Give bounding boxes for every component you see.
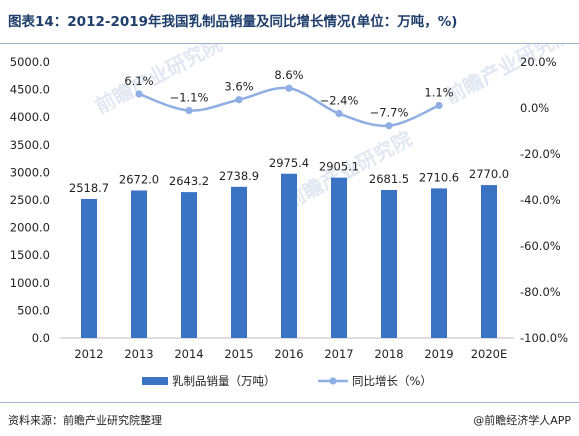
right-axis-tick: -60.0% <box>520 239 561 253</box>
growth-value-label: −1.1% <box>170 91 209 105</box>
x-axis-tick: 2018 <box>374 347 403 361</box>
bar-value-label: 2681.5 <box>369 172 409 186</box>
growth-value-label: 8.6% <box>274 68 303 82</box>
bar-value-label: 2738.9 <box>219 169 259 183</box>
bar-series <box>81 173 497 338</box>
left-axis-tick: 1000.0 <box>10 276 50 290</box>
growth-marker <box>185 106 193 115</box>
left-axis-tick: 0.0 <box>32 331 50 345</box>
legend-line-marker <box>329 377 337 385</box>
legend-line-label: 同比增长（%） <box>352 374 432 388</box>
bar <box>231 186 247 338</box>
x-axis-tick: 2016 <box>274 347 303 361</box>
growth-value-label: 3.6% <box>224 80 253 94</box>
bar-labels: 2518.7 2672.0 2643.2 2738.9 2975.4 2905.1 2681… <box>69 156 509 195</box>
x-axis-tick: 2020E <box>471 347 508 361</box>
bar-value-label: 2770.0 <box>469 167 509 181</box>
footer: 资料来源：前瞻产业研究院整理 @前瞻经济学人APP <box>0 402 579 436</box>
left-axis-tick: 3500.0 <box>10 138 50 152</box>
bar <box>81 198 97 338</box>
x-axis-tick: 2014 <box>174 347 203 361</box>
bar <box>381 189 397 338</box>
right-axis-tick: -40.0% <box>520 193 561 207</box>
left-axis-tick: 1500.0 <box>10 248 50 262</box>
x-axis-tick: 2019 <box>424 347 453 361</box>
right-axis-tick: -100.0% <box>520 331 568 345</box>
bar <box>181 192 197 338</box>
left-axis: 0.0 500.0 1000.0 1500.0 2000.0 2500.0 3000.0 35… <box>10 55 50 345</box>
right-axis: -100.0% -80.0% -60.0% -40.0% -20.0% 0.0% 20.0% <box>520 55 568 345</box>
x-axis-tick: 2013 <box>124 347 153 361</box>
bar <box>281 173 297 338</box>
x-axis-tick: 2017 <box>324 347 353 361</box>
legend-bar-label: 乳制品销量（万吨） <box>172 374 276 388</box>
watermark-text: 前瞻产业研究院 <box>441 44 576 108</box>
growth-value-label: −2.4% <box>320 94 359 108</box>
left-axis-tick: 4000.0 <box>10 110 50 124</box>
bar <box>331 177 347 338</box>
right-axis-tick: -20.0% <box>520 147 561 161</box>
growth-marker <box>135 90 143 98</box>
bar-value-label: 2975.4 <box>269 156 309 170</box>
watermark-text: 前瞻产业研究院 <box>91 44 226 118</box>
line-series <box>135 84 443 130</box>
left-axis-tick: 2500.0 <box>10 193 50 207</box>
right-axis-tick: 0.0% <box>520 101 549 115</box>
right-axis-tick: -80.0% <box>520 285 561 299</box>
x-axis-tick: 2012 <box>74 347 103 361</box>
left-axis-tick: 3000.0 <box>10 165 50 179</box>
right-axis-tick: 20.0% <box>520 55 557 69</box>
bar-value-label: 2518.7 <box>69 181 109 195</box>
growth-value-label: 6.1% <box>124 74 153 88</box>
bar-value-label: 2643.2 <box>169 174 209 188</box>
left-axis-tick: 5000.0 <box>10 55 50 69</box>
bar <box>481 185 497 338</box>
growth-marker <box>285 84 293 92</box>
figure-title: 图表14：2012-2019年我国乳制品销量及同比增长情况(单位：万吨，%) <box>0 0 579 44</box>
brand-credit: @前瞻经济学人APP <box>473 414 571 427</box>
x-axis-tick: 2015 <box>224 347 253 361</box>
bar-value-label: 2672.0 <box>119 173 159 187</box>
growth-marker <box>335 109 343 118</box>
bar-value-label: 2710.6 <box>419 170 459 184</box>
legend: 乳制品销量（万吨） 同比增长（%） <box>142 374 432 388</box>
bar <box>131 190 147 338</box>
line-labels: 6.1% −1.1% 3.6% 8.6% −2.4% −7.7% 1.1% <box>124 68 453 119</box>
x-axis: 2012 2013 2014 2015 2016 2017 2018 2019 2020E <box>74 347 507 361</box>
bar-value-label: 2905.1 <box>319 160 359 174</box>
left-axis-tick: 4500.0 <box>10 83 50 97</box>
growth-value-label: 1.1% <box>424 85 453 99</box>
growth-marker <box>385 122 393 130</box>
legend-bar-swatch <box>142 377 168 385</box>
left-axis-tick: 2000.0 <box>10 221 50 235</box>
growth-marker <box>235 96 243 104</box>
left-axis-tick: 500.0 <box>17 303 50 317</box>
growth-value-label: −7.7% <box>370 106 409 120</box>
growth-marker <box>435 101 443 110</box>
bar <box>431 188 447 338</box>
source-note: 资料来源：前瞻产业研究院整理 <box>8 414 162 427</box>
